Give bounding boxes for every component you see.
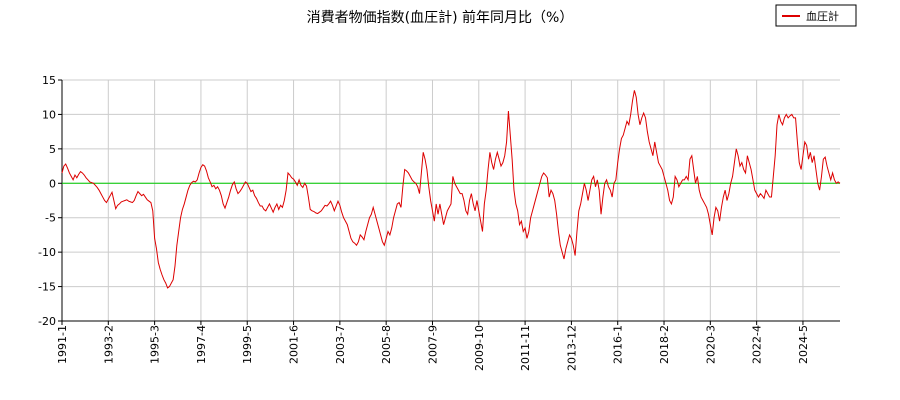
x-tick-label: 1997-4 bbox=[195, 325, 208, 364]
x-tick-label: 2022-4 bbox=[751, 325, 764, 364]
legend-label: 血圧計 bbox=[806, 9, 839, 23]
y-tick-label: -15 bbox=[38, 281, 56, 294]
y-tick-label: 10 bbox=[42, 108, 56, 121]
x-tick-label: 2013-12 bbox=[565, 325, 578, 371]
y-tick-label: 5 bbox=[49, 143, 56, 156]
x-tick-label: 2001-6 bbox=[288, 325, 301, 364]
x-tick-label: 2020-3 bbox=[704, 325, 717, 364]
x-tick-label: 2016-1 bbox=[612, 325, 625, 364]
x-tick-label: 1991-1 bbox=[56, 325, 69, 364]
data-line bbox=[61, 90, 841, 289]
x-tick-label: 2024-5 bbox=[797, 325, 810, 364]
x-tick-label: 2009-10 bbox=[473, 325, 486, 371]
x-tick-label: 2011-11 bbox=[519, 325, 532, 371]
x-tick-label: 2007-9 bbox=[426, 325, 439, 364]
x-tick-label: 2018-2 bbox=[658, 325, 671, 364]
y-tick-label: 0 bbox=[49, 177, 56, 190]
x-tick-label: 1993-2 bbox=[102, 325, 115, 364]
y-tick-label: 15 bbox=[42, 74, 56, 87]
legend-box bbox=[775, 4, 857, 27]
y-tick-label: -10 bbox=[38, 246, 56, 259]
x-tick-label: 2005-8 bbox=[380, 325, 393, 364]
x-tick-label: 1995-3 bbox=[149, 325, 162, 364]
x-tick-label: 1999-5 bbox=[241, 325, 254, 364]
y-tick-label: -20 bbox=[38, 315, 56, 328]
y-tick-label: -5 bbox=[45, 212, 56, 225]
chart-title: 消費者物価指数(血圧計) 前年同月比（%） bbox=[307, 9, 574, 26]
x-tick-label: 2003-7 bbox=[334, 325, 347, 364]
